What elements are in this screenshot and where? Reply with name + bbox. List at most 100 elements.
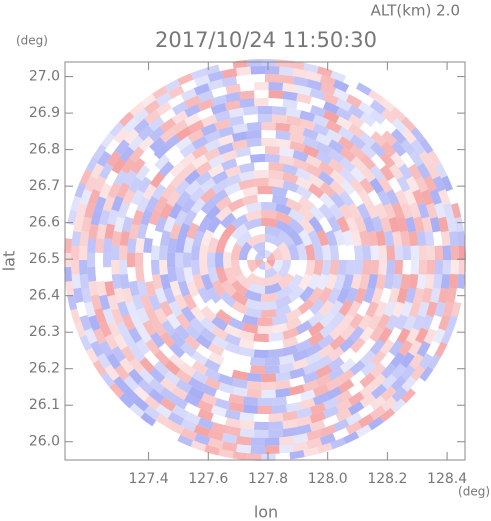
echo-cell (446, 287, 457, 304)
echo-cell (350, 230, 362, 247)
echo-cell (214, 110, 231, 123)
echo-cell (307, 331, 325, 347)
echo-cell (408, 163, 423, 181)
echo-cell (208, 154, 225, 169)
echo-cell (400, 202, 413, 219)
echo-cell (244, 298, 262, 310)
echo-cell (155, 91, 172, 107)
echo-cell (318, 161, 335, 176)
echo-cell (215, 309, 232, 325)
echo-cell (383, 202, 397, 220)
echo-cell (106, 150, 121, 167)
echo-cell (360, 143, 377, 160)
echo-cell (175, 312, 191, 330)
echo-cell (338, 378, 355, 394)
echo-cell (292, 76, 309, 87)
echo-cell (236, 66, 252, 77)
echo-cell (221, 433, 238, 444)
echo-cell (302, 127, 319, 141)
echo-cell (315, 364, 333, 379)
echo-cell (186, 280, 200, 298)
echo-cell (396, 287, 409, 304)
echo-cell (138, 135, 155, 152)
echo-cell (345, 260, 355, 276)
echo-cell (265, 267, 278, 278)
echo-cell (217, 134, 234, 147)
echo-cell (225, 91, 241, 103)
echo-cell (228, 115, 245, 127)
echo-cell (285, 317, 302, 331)
echo-cell (370, 131, 387, 147)
echo-cell (299, 118, 316, 131)
echo-cell (329, 311, 346, 328)
echo-cell (167, 252, 176, 268)
echo-cell (253, 349, 269, 359)
echo-cell (307, 173, 325, 189)
echo-cell (135, 266, 145, 283)
echo-cell (275, 130, 291, 141)
echo-cell (182, 209, 198, 227)
echo-cell (325, 386, 342, 401)
echo-cell (312, 123, 330, 137)
echo-cell (306, 437, 323, 450)
echo-cell (235, 273, 252, 290)
echo-cell (278, 273, 295, 290)
echo-cell (261, 308, 277, 318)
echo-cell (368, 88, 385, 104)
echo-cell (442, 260, 451, 275)
x-unit: (deg) (458, 485, 490, 499)
echo-cell (111, 273, 122, 290)
echo-cell (417, 301, 430, 318)
echo-cell (246, 380, 262, 390)
echo-cell (265, 226, 282, 238)
echo-cell (328, 299, 344, 317)
echo-cell (200, 198, 217, 215)
echo-cell (253, 98, 269, 107)
echo-cell (155, 413, 172, 429)
echo-cell (392, 230, 403, 247)
echo-cell (295, 339, 312, 353)
echo-cell (183, 236, 194, 253)
echo-cell (91, 143, 107, 160)
echo-cell (121, 287, 134, 304)
echo-cell (419, 365, 435, 383)
echo-cell (408, 301, 421, 318)
echo-cell (434, 162, 449, 179)
echo-cell (390, 151, 406, 169)
echo-cell (149, 367, 166, 384)
echo-cell (90, 340, 104, 357)
echo-cell (268, 162, 284, 172)
echo-cell (144, 395, 161, 411)
echo-cell (260, 300, 278, 310)
echo-cell (168, 202, 183, 220)
echo-cell (349, 360, 366, 376)
echo-cell (254, 82, 269, 91)
echo-cell (315, 150, 333, 165)
chart-title: 2017/10/24 11:50:30 (155, 28, 377, 52)
echo-cell (268, 178, 285, 189)
echo-cell (250, 445, 265, 454)
echo-cell (184, 324, 201, 341)
echo-cell (261, 453, 276, 461)
echo-cell (410, 260, 419, 275)
echo-cell (103, 252, 112, 268)
echo-cell (239, 162, 255, 174)
echo-cell (140, 294, 153, 311)
echo-cell (390, 375, 407, 392)
echo-cell (153, 143, 170, 160)
echo-cell (225, 425, 241, 437)
echo-cell (375, 274, 387, 290)
echo-cell (367, 313, 382, 331)
echo-cell (317, 334, 335, 350)
echo-cell (207, 252, 216, 268)
echo-cell (253, 333, 269, 342)
echo-cell (79, 245, 88, 260)
echo-cell (319, 182, 336, 198)
echo-cell (221, 68, 238, 79)
y-axis-label: lat (0, 251, 19, 272)
echo-cell (277, 260, 291, 279)
echo-cell (84, 301, 96, 318)
echo-cell (400, 273, 411, 290)
echo-cell (194, 433, 211, 446)
echo-cell (282, 90, 298, 102)
